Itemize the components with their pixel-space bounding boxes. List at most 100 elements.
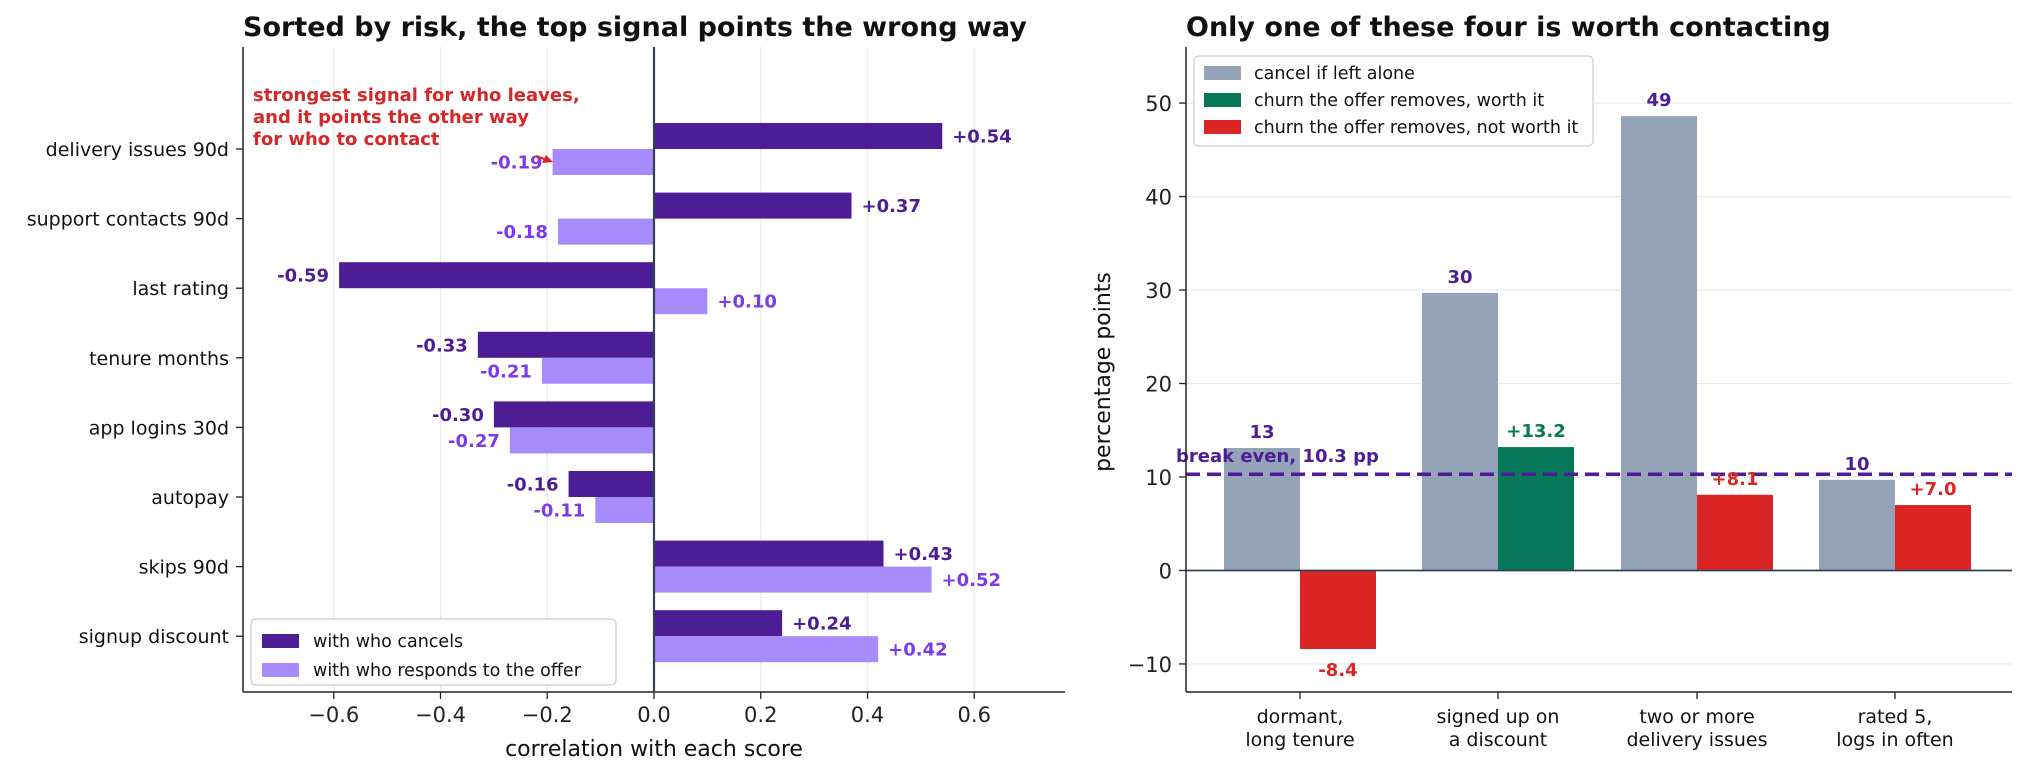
data-label: +0.52 (942, 570, 1002, 591)
category-label: tenure months (89, 348, 229, 370)
data-label: -0.18 (496, 222, 548, 243)
bar-cancel-if-left-alone (1224, 448, 1300, 571)
legend-swatch (1204, 93, 1241, 107)
bar-churn-offer-removes (1697, 494, 1773, 571)
left-x-ticks: −0.6 −0.4 −0.2 0.0 0.2 0.4 0.6 (308, 692, 991, 727)
bar-cancels (493, 401, 654, 428)
data-label: -0.27 (448, 431, 500, 452)
right-bars (1224, 116, 1971, 649)
data-label: 30 (1447, 267, 1472, 288)
break-even-label: break even, 10.3 pp (1176, 446, 1379, 467)
bar-responds (509, 427, 654, 454)
category-label: support contacts 90d (27, 209, 229, 231)
left-chart: Sorted by risk, the top signal points th… (27, 12, 1065, 762)
right-break-even-line: break even, 10.3 pp (1176, 446, 2012, 476)
data-label: -0.33 (416, 335, 468, 356)
category-label: app logins 30d (89, 417, 229, 439)
bar-cancels (654, 123, 943, 149)
right-y-tick-label: 20 (1145, 373, 1172, 397)
data-label: -0.21 (480, 361, 532, 382)
data-label: +0.24 (792, 614, 852, 635)
bar-cancels (339, 262, 654, 289)
right-y-tick-label: 10 (1145, 466, 1172, 490)
bar-responds (557, 218, 654, 245)
right-gridlines (1186, 102, 2012, 665)
left-x-tick-label: 0.6 (958, 703, 991, 727)
category-label: long tenure (1245, 729, 1354, 751)
right-chart-title: Only one of these four is worth contacti… (1186, 12, 1831, 43)
legend-swatch (1204, 66, 1241, 80)
left-data-labels: +0.54 -0.19 +0.37 -0.18 -0.59 +0.10 -0.33 -0.21… (277, 127, 1012, 661)
left-x-tick-label: −0.6 (308, 703, 359, 727)
bar-cancel-if-left-alone (1819, 479, 1895, 571)
right-y-tick-label: 50 (1145, 92, 1172, 116)
legend-label: cancel if left alone (1254, 64, 1415, 84)
category-label: two or more (1639, 706, 1754, 728)
right-y-tick-label: 0 (1159, 559, 1172, 583)
data-label: -0.16 (507, 475, 559, 496)
right-y-ticks: −10 0 10 20 30 40 50 (1128, 92, 1186, 677)
left-x-tick-label: 0.4 (851, 703, 884, 727)
bar-churn-offer-removes (1498, 447, 1574, 571)
legend-swatch (1204, 120, 1241, 134)
bar-cancel-if-left-alone (1621, 116, 1697, 571)
bar-cancel-if-left-alone (1422, 292, 1498, 571)
category-label: delivery issues (1626, 729, 1767, 751)
data-label: +8.1 (1712, 469, 1759, 490)
legend-label: with who cancels (313, 632, 463, 652)
left-legend-box (250, 618, 617, 686)
left-x-tick-label: −0.2 (522, 703, 573, 727)
data-label: 49 (1646, 90, 1671, 111)
bar-churn-offer-removes (1895, 505, 1971, 571)
left-category-labels: delivery issues 90d support contacts 90d l… (27, 139, 243, 648)
data-label: +7.0 (1910, 479, 1957, 500)
data-label: -8.4 (1318, 660, 1357, 681)
category-label: autopay (151, 487, 229, 509)
data-label: +13.2 (1506, 421, 1566, 442)
left-x-tick-label: 0.0 (637, 703, 670, 727)
category-label: signed up on (1437, 706, 1560, 728)
bar-cancels (568, 471, 654, 497)
bar-cancels (654, 540, 884, 567)
annotation-text: for who to contact (253, 129, 440, 150)
category-label: dormant, (1257, 706, 1344, 728)
bar-responds (541, 357, 654, 384)
bar-responds (654, 636, 879, 663)
bar-cancels (477, 331, 654, 358)
category-label: rated 5, (1858, 706, 1933, 728)
annotation-text: strongest signal for who leaves, (253, 85, 580, 106)
left-chart-title: Sorted by risk, the top signal points th… (243, 12, 1027, 43)
category-label: last rating (132, 278, 229, 300)
category-label: signup discount (79, 626, 229, 648)
data-label: -0.30 (432, 405, 484, 426)
data-label: 13 (1249, 422, 1274, 443)
right-legend-box (1193, 55, 1594, 147)
data-label: +0.10 (717, 292, 777, 313)
left-annotation: strongest signal for who leaves,and it p… (253, 85, 580, 163)
right-y-tick-label: 30 (1145, 279, 1172, 303)
annotation-arrowhead (542, 155, 553, 163)
data-label: +0.54 (952, 127, 1012, 148)
bar-responds (654, 288, 708, 315)
data-label: +0.42 (888, 640, 948, 661)
bar-responds (552, 149, 654, 175)
right-category-labels: dormant,long tenure signed up ona discoun… (1245, 692, 1954, 751)
left-bars (339, 123, 943, 663)
category-label: logs in often (1836, 729, 1953, 751)
bar-responds (654, 566, 932, 593)
right-y-tick-label: 40 (1145, 186, 1172, 210)
bar-cancels (654, 610, 783, 637)
left-x-tick-label: 0.2 (744, 703, 777, 727)
right-data-labels: 13 -8.4 30 +13.2 49 +8.1 10 +7.0 (1249, 90, 1956, 681)
legend-swatch (262, 663, 299, 677)
data-label: +0.43 (894, 544, 954, 565)
data-label: +0.37 (861, 196, 921, 217)
legend-swatch (262, 634, 299, 648)
right-y-axis-label: percentage points (1091, 272, 1116, 472)
left-x-tick-label: −0.4 (415, 703, 466, 727)
bar-churn-offer-removes (1300, 570, 1376, 649)
bar-responds (595, 497, 654, 523)
legend-label: with who responds to the offer (313, 661, 582, 681)
left-x-axis-label: correlation with each score (505, 737, 803, 762)
